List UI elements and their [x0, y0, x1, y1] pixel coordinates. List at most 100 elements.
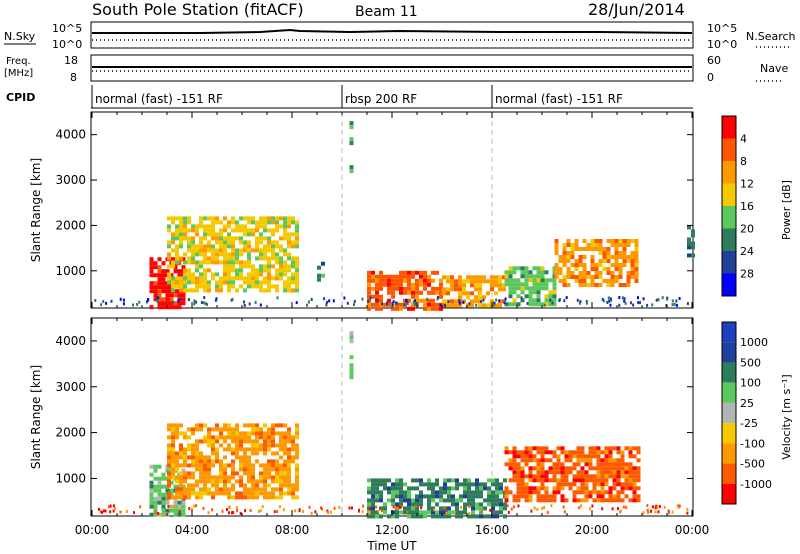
echo-cell	[462, 283, 466, 288]
echo-cell	[183, 232, 187, 237]
echo-cell	[446, 287, 450, 292]
echo-cell	[243, 487, 247, 492]
echo-cell	[471, 506, 475, 511]
echo-cell	[467, 482, 471, 487]
echo-cell	[251, 280, 255, 285]
echo-cell	[632, 482, 637, 487]
echo-cell	[423, 510, 427, 515]
echo-cell	[568, 454, 573, 459]
echo-cell	[379, 482, 383, 487]
echo-cell	[588, 478, 593, 483]
echo-cell	[558, 271, 563, 275]
echo-cell	[568, 466, 573, 471]
echo-cell	[207, 471, 211, 476]
speckle-cell	[611, 507, 614, 511]
echo-cell	[399, 502, 403, 507]
echo-cell	[568, 486, 573, 491]
echo-cell	[582, 239, 587, 243]
echo-cell	[243, 483, 247, 488]
echo-cell	[291, 487, 295, 492]
echo-cell	[259, 236, 263, 241]
echo-cell	[211, 224, 215, 229]
echo-cell	[608, 498, 613, 503]
echo-cell	[215, 284, 219, 289]
echo-cell	[552, 490, 557, 495]
echo-cell	[458, 275, 462, 280]
echo-cell	[283, 232, 287, 237]
echo-cell	[407, 286, 411, 291]
echo-cell	[379, 494, 383, 499]
echo-cell	[287, 467, 291, 472]
speckle-cell	[656, 505, 659, 509]
echo-cell	[171, 220, 175, 225]
echo-cell	[383, 278, 387, 283]
echo-cell	[183, 459, 187, 464]
speckle-cell	[458, 299, 461, 303]
echo-cell	[566, 271, 571, 275]
echo-cell	[187, 280, 191, 285]
echo-cell	[451, 510, 455, 515]
echo-cell	[431, 510, 435, 515]
echo-cell	[283, 439, 287, 444]
echo-cell	[471, 494, 475, 499]
speckle-cell	[413, 299, 416, 303]
echo-cell	[207, 479, 211, 484]
echo-cell	[594, 267, 599, 271]
echo-cell	[516, 294, 521, 299]
colorbar-swatch	[722, 183, 736, 206]
speckle-cell	[420, 506, 423, 510]
echo-cell	[455, 482, 459, 487]
echo-cell	[548, 470, 553, 475]
echo-cell	[411, 282, 415, 287]
echo-cell	[431, 494, 435, 499]
speckle-cell	[658, 505, 661, 508]
echo-cell	[572, 462, 577, 467]
echo-cell	[419, 298, 423, 303]
echo-cell	[275, 451, 279, 456]
echo-cell	[263, 443, 267, 448]
speckle-cell	[453, 511, 456, 515]
echo-cell	[203, 256, 207, 261]
echo-cell	[267, 431, 271, 436]
echo-cell	[403, 482, 407, 487]
speckle-cell	[601, 507, 604, 511]
speckle-cell	[273, 510, 276, 514]
echo-cell	[207, 459, 211, 464]
echo-cell	[475, 494, 479, 499]
echo-cell	[598, 263, 603, 267]
echo-cell	[594, 275, 599, 279]
echo-cell	[612, 466, 617, 471]
echo-cell	[415, 514, 419, 519]
echo-cell	[195, 264, 199, 269]
echo-cell	[283, 260, 287, 265]
echo-cell	[491, 494, 495, 499]
echo-cell	[520, 494, 525, 499]
echo-cell	[295, 256, 299, 261]
echo-cell	[251, 276, 255, 281]
echo-cell	[179, 224, 183, 229]
echo-cell	[495, 494, 499, 499]
speckle-cell	[558, 299, 561, 303]
echo-cell	[455, 506, 459, 511]
echo-cell	[626, 243, 631, 247]
echo-cell	[528, 454, 533, 459]
echo-cell	[594, 283, 599, 287]
echo-cell	[466, 295, 470, 300]
echo-cell	[179, 487, 183, 492]
speckle-cell	[671, 510, 674, 514]
echo-cell	[223, 240, 227, 245]
echo-cell	[187, 288, 191, 293]
echo-cell	[271, 459, 275, 464]
echo-cell	[173, 512, 178, 517]
echo-cell	[275, 475, 279, 480]
echo-cell	[243, 280, 247, 285]
echo-cell	[592, 486, 597, 491]
echo-cell	[179, 463, 183, 468]
echo-cell	[612, 482, 617, 487]
echo-cell	[622, 247, 627, 251]
echo-cell	[439, 286, 443, 291]
echo-cell	[295, 467, 299, 472]
echo-cell	[295, 280, 299, 285]
echo-cell	[616, 490, 621, 495]
echo-cell	[263, 224, 267, 229]
